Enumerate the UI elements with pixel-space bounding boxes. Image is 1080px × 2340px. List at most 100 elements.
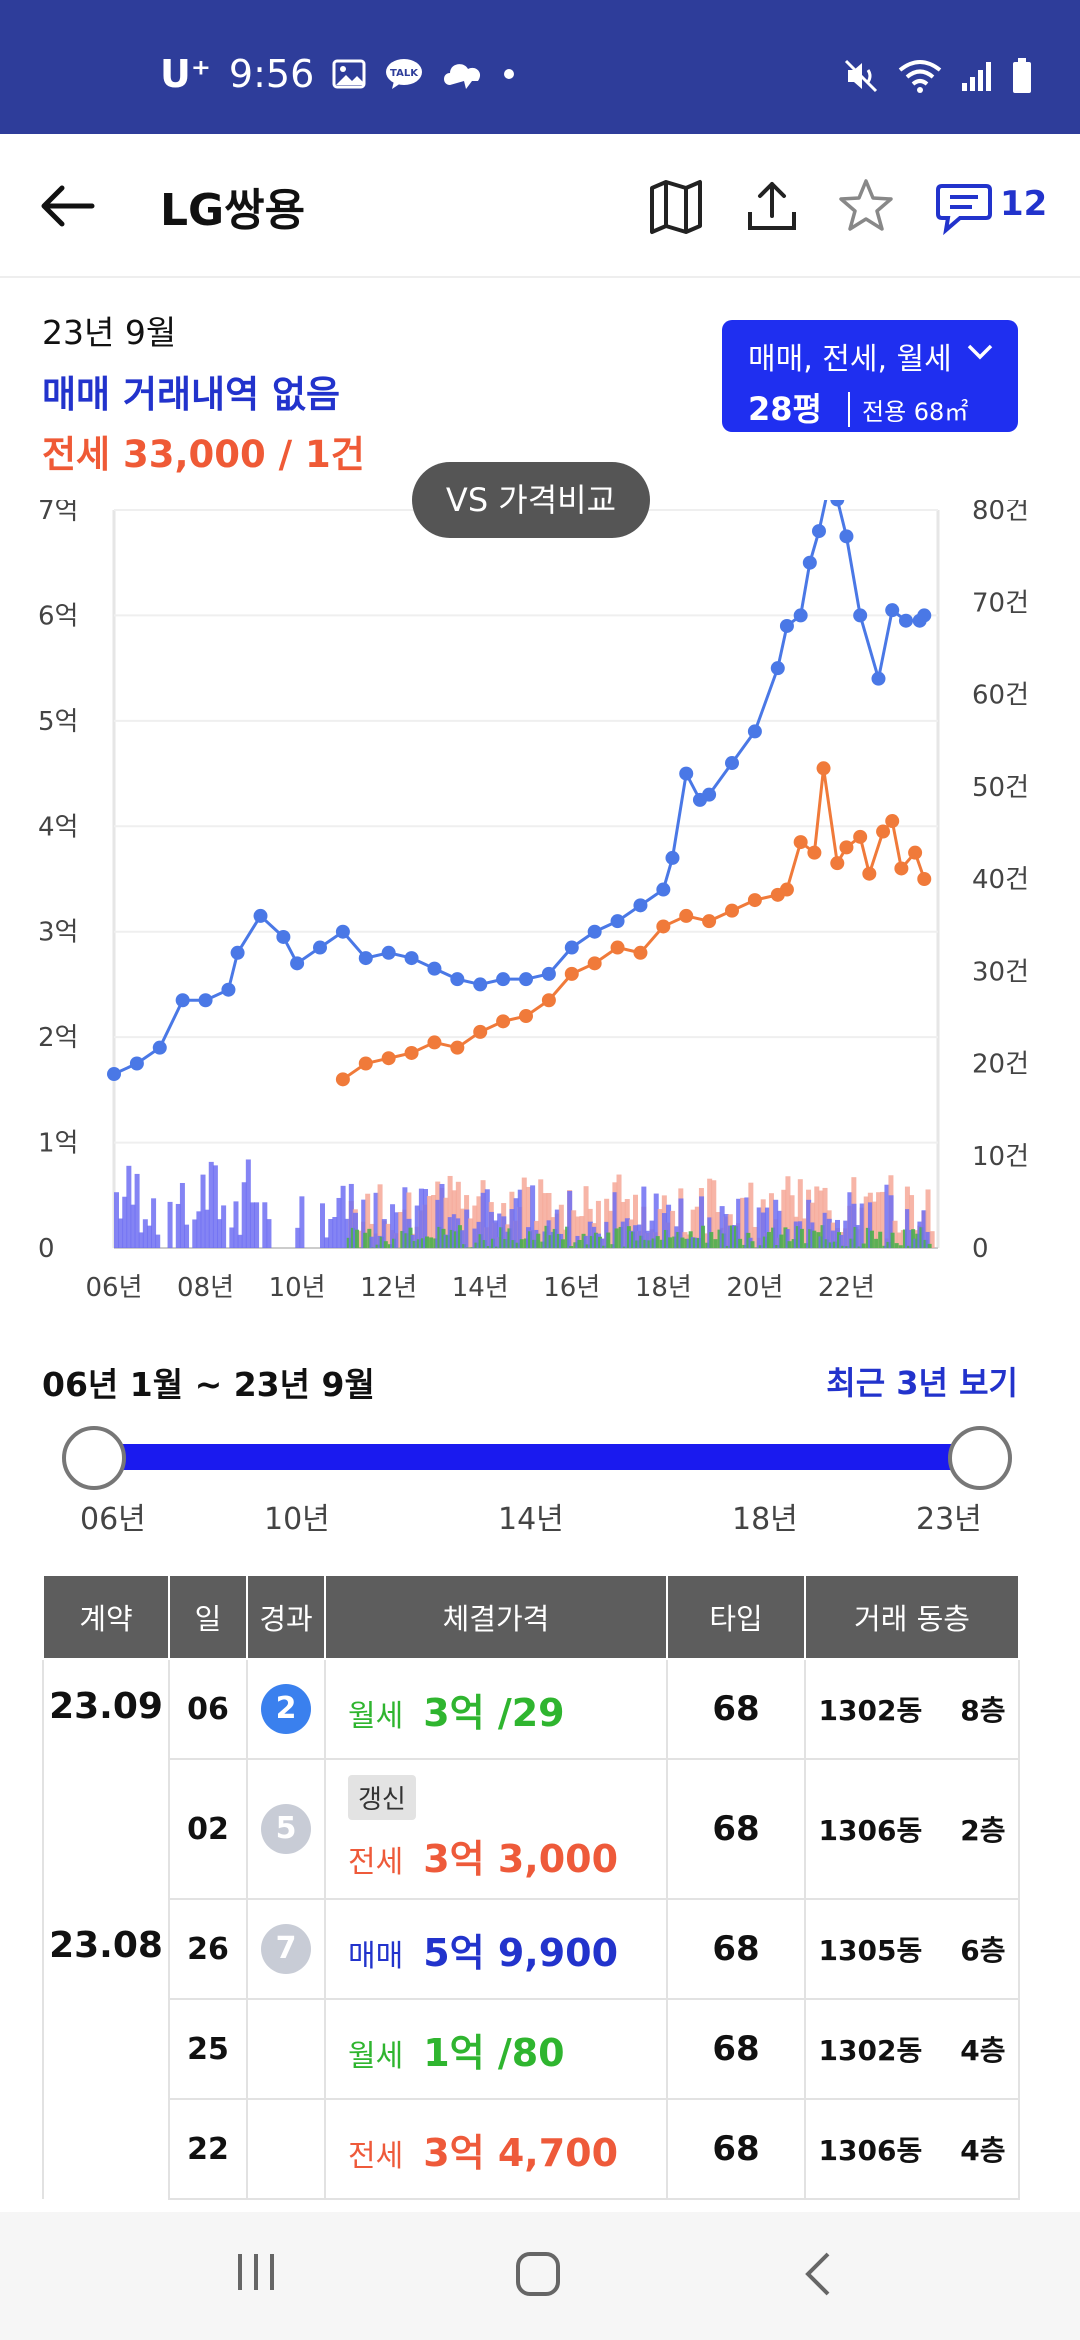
elapsed-cell: 7	[246, 1898, 326, 2000]
monthly-volume-bar	[878, 1231, 883, 1248]
trade-day: 02	[168, 1758, 248, 1900]
monthly-volume-bar	[523, 1238, 528, 1248]
share-icon[interactable]	[742, 176, 802, 236]
sale-volume-bar	[633, 1225, 639, 1248]
renew-badge: 갱신	[348, 1775, 416, 1820]
vs-compare-button[interactable]: VS 가격비교	[412, 462, 650, 538]
data-point-0	[152, 1040, 167, 1055]
data-point-1	[747, 893, 762, 908]
jeonse-volume-bar	[707, 1178, 713, 1248]
monthly-volume-bar	[713, 1239, 718, 1248]
contract-month: 23.08	[42, 1899, 170, 2199]
recent-3-years-button[interactable]: 최근 3년 보기	[826, 1364, 1018, 1402]
back-arrow-icon[interactable]	[36, 174, 100, 238]
data-point-0	[230, 945, 245, 960]
sale-volume-bar	[649, 1220, 655, 1248]
sale-volume-bar	[744, 1197, 750, 1248]
range-slider-track[interactable]	[90, 1444, 976, 1470]
sale-volume-bar	[587, 1221, 593, 1248]
table-row[interactable]: 25 월세 1억 /80 68 1302동 4층	[43, 1998, 1020, 2100]
comment-icon[interactable]	[934, 176, 994, 236]
filter-types-label: 매매, 전세, 월세	[748, 342, 952, 377]
monthly-volume-bar	[680, 1237, 685, 1248]
range-start-handle[interactable]	[62, 1426, 126, 1490]
jeonse-volume-bar	[871, 1201, 877, 1248]
sale-volume-bar	[600, 1238, 606, 1248]
monthly-volume-bar	[709, 1232, 714, 1248]
data-point-0	[450, 972, 465, 987]
status-left: U⁺ 9:56 TALK	[160, 52, 516, 96]
elapsed-cell: 2	[246, 1658, 326, 1760]
y-right-tick-label: 20건	[972, 1050, 1029, 1080]
monthly-volume-bar	[631, 1231, 635, 1248]
data-point-0	[427, 961, 442, 976]
sale-volume-bar	[175, 1203, 181, 1248]
monthly-volume-bar	[799, 1228, 804, 1248]
monthly-volume-bar	[837, 1232, 841, 1248]
data-point-0	[917, 608, 932, 623]
table-row[interactable]: 23.09 06 2 월세 3억 /29 68 1302동 8층	[42, 1658, 1020, 1899]
data-point-0	[290, 956, 305, 971]
monthly-volume-bar	[367, 1228, 372, 1248]
sale-volume-bar	[488, 1211, 494, 1248]
sale-volume-bar	[217, 1219, 222, 1248]
monthly-volume-bar	[816, 1232, 821, 1248]
jeonse-volume-bar	[427, 1196, 432, 1248]
monthly-volume-bar	[346, 1237, 351, 1248]
jeonse-volume-bar	[797, 1179, 803, 1248]
home-icon[interactable]	[514, 2250, 562, 2298]
star-icon[interactable]	[836, 176, 896, 236]
sale-volume-bar	[513, 1198, 519, 1248]
range-tick: 14년	[498, 1502, 564, 1537]
monthly-volume-bar	[577, 1240, 582, 1248]
data-point-0	[198, 993, 213, 1008]
trade-day: 22	[168, 2098, 248, 2200]
monthly-volume-bar	[573, 1242, 578, 1248]
data-point-0	[665, 850, 680, 865]
trade-filter-button[interactable]: 매매, 전세, 월세 28평 전용 68㎡	[722, 320, 1018, 432]
sale-volume-bar	[245, 1159, 251, 1248]
status-right	[844, 58, 1032, 94]
sale-volume-bar	[146, 1225, 152, 1248]
sale-volume-bar	[847, 1192, 853, 1248]
floor-label: 4층	[960, 2134, 1006, 2167]
monthly-volume-bar	[569, 1246, 574, 1248]
jeonse-volume-bar	[740, 1197, 746, 1248]
range-end-handle[interactable]	[948, 1426, 1012, 1490]
data-point-0	[496, 972, 511, 987]
unit-type: 68	[666, 2098, 806, 2200]
price-cell: 월세 3억 /29	[324, 1658, 668, 1760]
monthly-volume-bar	[783, 1227, 788, 1248]
sale-volume-bar	[414, 1205, 420, 1248]
data-point-1	[839, 840, 854, 855]
data-point-0	[404, 951, 419, 966]
jeonse-volume-bar	[925, 1189, 931, 1248]
monthly-volume-bar	[874, 1238, 879, 1248]
sale-volume-bar	[134, 1173, 140, 1248]
comment-count[interactable]: 12	[1000, 184, 1048, 224]
recent-apps-icon[interactable]	[234, 2250, 278, 2294]
monthly-volume-bar	[668, 1237, 673, 1248]
sale-volume-bar	[118, 1218, 124, 1248]
y-right-tick-label: 40건	[972, 865, 1029, 895]
elapsed-cell	[246, 1998, 326, 2100]
table-row[interactable]: 23.08 26 7 매매 5억 9,900 68 1305동 6층	[42, 1898, 1020, 2199]
table-row[interactable]: 02 5 갱신 전세 3억 3,000 68 1306동 2층	[43, 1758, 1020, 1900]
jeonse-volume-bar	[431, 1194, 437, 1248]
jeonse-volume-bar	[538, 1179, 544, 1248]
monthly-volume-bar	[478, 1234, 483, 1248]
data-point-0	[276, 929, 291, 944]
system-back-icon[interactable]	[800, 2250, 836, 2298]
monthly-volume-bar	[898, 1245, 903, 1248]
monthly-volume-bar	[350, 1227, 355, 1248]
table-row[interactable]: 22 전세 3억 4,700 68 1306동 4층	[43, 2098, 1020, 2200]
jeonse-volume-bar	[633, 1194, 638, 1248]
monthly-volume-bar	[882, 1245, 887, 1248]
jeonse-volume-bar	[616, 1174, 622, 1248]
transaction-table: 계약 일 경과 체결가격 타입 거래 동층 23.09 06 2 월세 3억 /29 68…	[42, 1576, 1020, 2200]
monthly-volume-bar	[425, 1236, 429, 1248]
map-icon[interactable]	[646, 176, 706, 236]
monthly-volume-bar	[841, 1245, 846, 1248]
battery-icon	[1013, 58, 1031, 93]
data-point-0	[898, 613, 913, 628]
